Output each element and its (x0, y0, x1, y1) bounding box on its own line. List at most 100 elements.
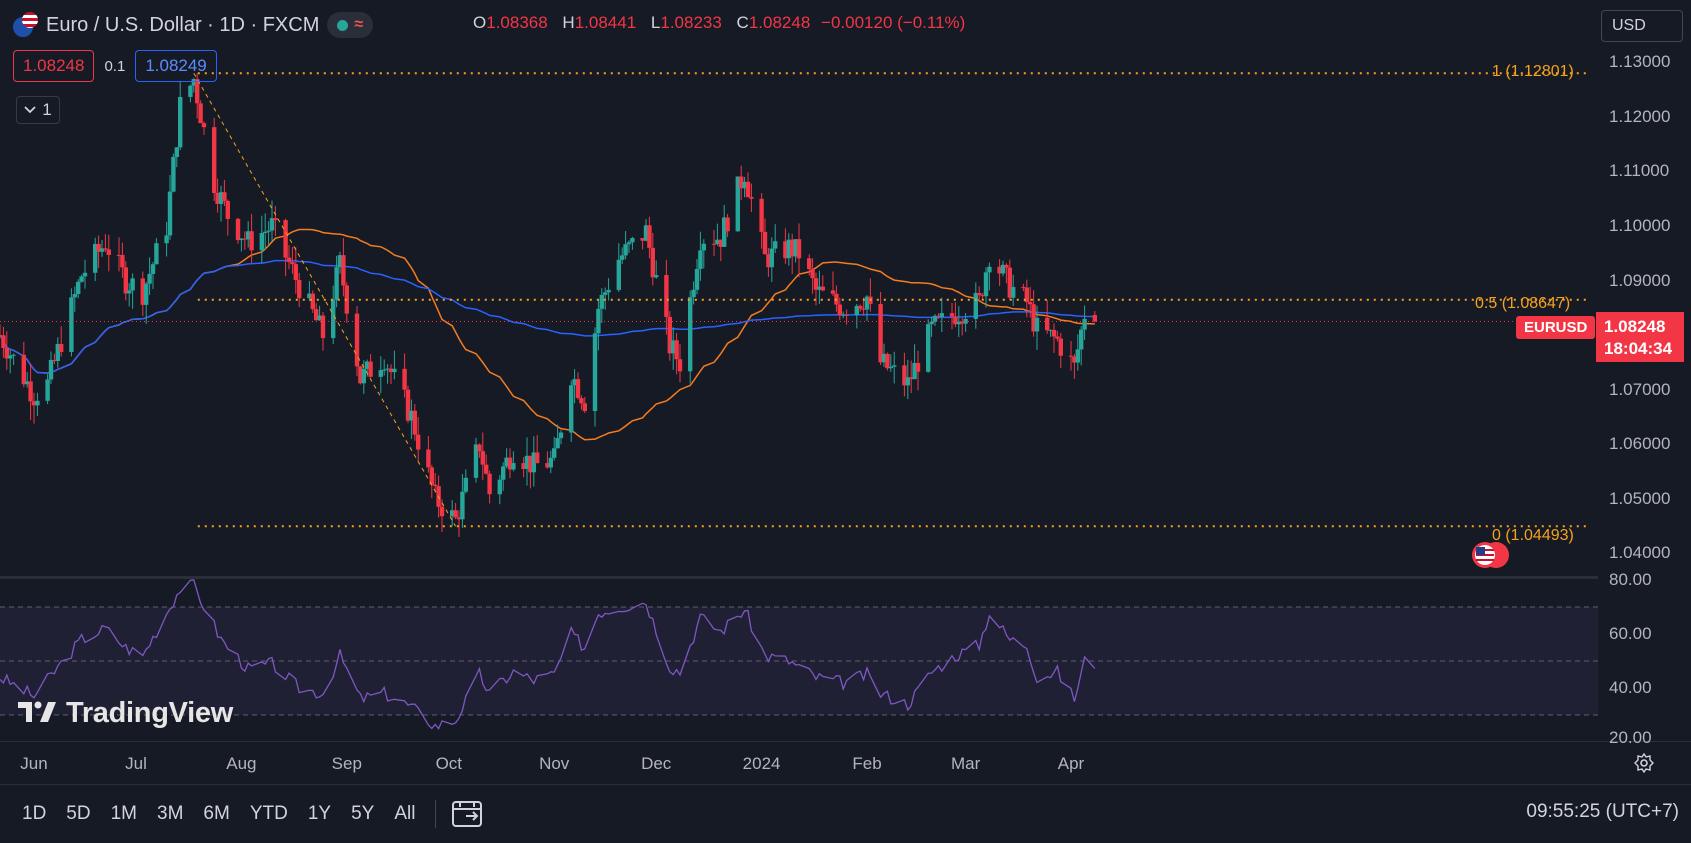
currency-select[interactable]: USD (1601, 10, 1683, 42)
candle-body (902, 365, 907, 386)
indicators-toggle-button[interactable]: 1 (16, 96, 60, 124)
candle (147, 257, 152, 295)
candle-body (555, 438, 560, 449)
symbol-header[interactable]: Euro / U.S. Dollar · 1D · FXCM ≈ (12, 10, 374, 40)
candle-body (1055, 336, 1060, 339)
candle (99, 239, 105, 257)
sell-button[interactable]: 1.08248 (13, 50, 95, 82)
candle-body (48, 359, 54, 380)
candle-body (623, 244, 628, 256)
candle-body (528, 455, 533, 473)
candle (103, 234, 108, 253)
candle-body (273, 218, 278, 221)
tradingview-wordmark: TradingView (66, 696, 233, 729)
candle-body (191, 79, 196, 86)
range-button-3m[interactable]: 3M (157, 803, 184, 824)
candle-body (830, 290, 836, 294)
range-button-5d[interactable]: 5D (66, 803, 91, 824)
candle-body (766, 254, 771, 268)
candle-body (28, 381, 33, 402)
candle (909, 360, 914, 393)
candle-body (1051, 329, 1057, 337)
candle-body (331, 299, 336, 339)
candle-body (548, 457, 553, 468)
candle-body (936, 315, 941, 317)
candle-body (409, 410, 414, 421)
candle-body (698, 250, 703, 269)
candle (273, 206, 278, 236)
candle-body (188, 85, 193, 97)
candle (477, 443, 482, 458)
candle (575, 372, 581, 400)
candle (667, 311, 672, 361)
range-button-1y[interactable]: 1Y (307, 803, 332, 824)
timezone-clock[interactable]: 09:55:25 (UTC+7) (1526, 801, 1679, 822)
candle-body (603, 292, 608, 295)
candle (878, 291, 883, 366)
go-to-date-icon[interactable] (452, 801, 483, 827)
range-button-ytd[interactable]: YTD (249, 803, 288, 824)
candle (1000, 260, 1006, 277)
candle (762, 218, 768, 255)
candle-body (259, 233, 264, 251)
candle-body (616, 259, 621, 290)
candle (174, 146, 179, 168)
candle-body (361, 368, 366, 384)
candle-body (810, 269, 815, 279)
candle (501, 462, 506, 491)
market-status-pill[interactable]: ≈ (327, 12, 374, 38)
candle (263, 213, 268, 250)
candle (212, 118, 217, 201)
symbol-title[interactable]: Euro / U.S. Dollar · 1D · FXCM (46, 13, 320, 36)
candle-body (473, 444, 479, 478)
candle-body (242, 238, 247, 240)
candle-body (769, 248, 774, 268)
candle-body (1045, 317, 1050, 331)
candle-body (888, 366, 893, 369)
buy-button[interactable]: 1.08249 (135, 50, 217, 82)
candle-body (1034, 317, 1040, 332)
candle-body (225, 200, 230, 219)
fib-retracement[interactable] (0, 72, 1598, 528)
candle (290, 247, 295, 274)
candle-body (388, 368, 394, 373)
ma-blue-line (0, 259, 1095, 374)
candle (171, 153, 176, 193)
data-delay-icon: ≈ (354, 16, 364, 33)
candle (473, 437, 479, 483)
range-button-1d[interactable]: 1D (22, 803, 47, 824)
candle (929, 316, 934, 337)
settings-gear-icon[interactable] (1634, 753, 1654, 773)
candle-body (487, 473, 492, 495)
candle (1051, 323, 1057, 353)
tradingview-logo[interactable]: TradingView (18, 696, 233, 730)
candle-body (456, 517, 462, 520)
candle (664, 259, 669, 335)
range-button-5y[interactable]: 5Y (351, 803, 375, 824)
economic-events-icon[interactable] (1470, 540, 1510, 575)
candle (409, 399, 414, 440)
candle-body (640, 238, 645, 241)
price-tick-label: 1.09000 (1609, 270, 1671, 290)
candle (599, 288, 604, 323)
candle (1007, 259, 1012, 300)
candle-body (664, 275, 669, 317)
candle (511, 451, 516, 472)
chevron-down-icon (24, 106, 36, 114)
candle (487, 470, 492, 504)
rsi-tick-label: 80.00 (1609, 570, 1652, 589)
candle-body (412, 410, 417, 435)
chart-grid (0, 576, 1691, 785)
price-tick-label: 1.12000 (1609, 106, 1671, 126)
candle (956, 306, 961, 338)
last-price-tag: 1.08248 18:04:34 (1596, 312, 1684, 362)
candle (953, 302, 958, 328)
range-button-1m[interactable]: 1M (110, 803, 137, 824)
range-button-6m[interactable]: 6M (203, 803, 230, 824)
range-button-all[interactable]: All (394, 803, 416, 824)
candle (711, 229, 717, 257)
candle-body (1031, 304, 1036, 332)
candle-body (1082, 318, 1087, 330)
candle-body (915, 362, 921, 372)
